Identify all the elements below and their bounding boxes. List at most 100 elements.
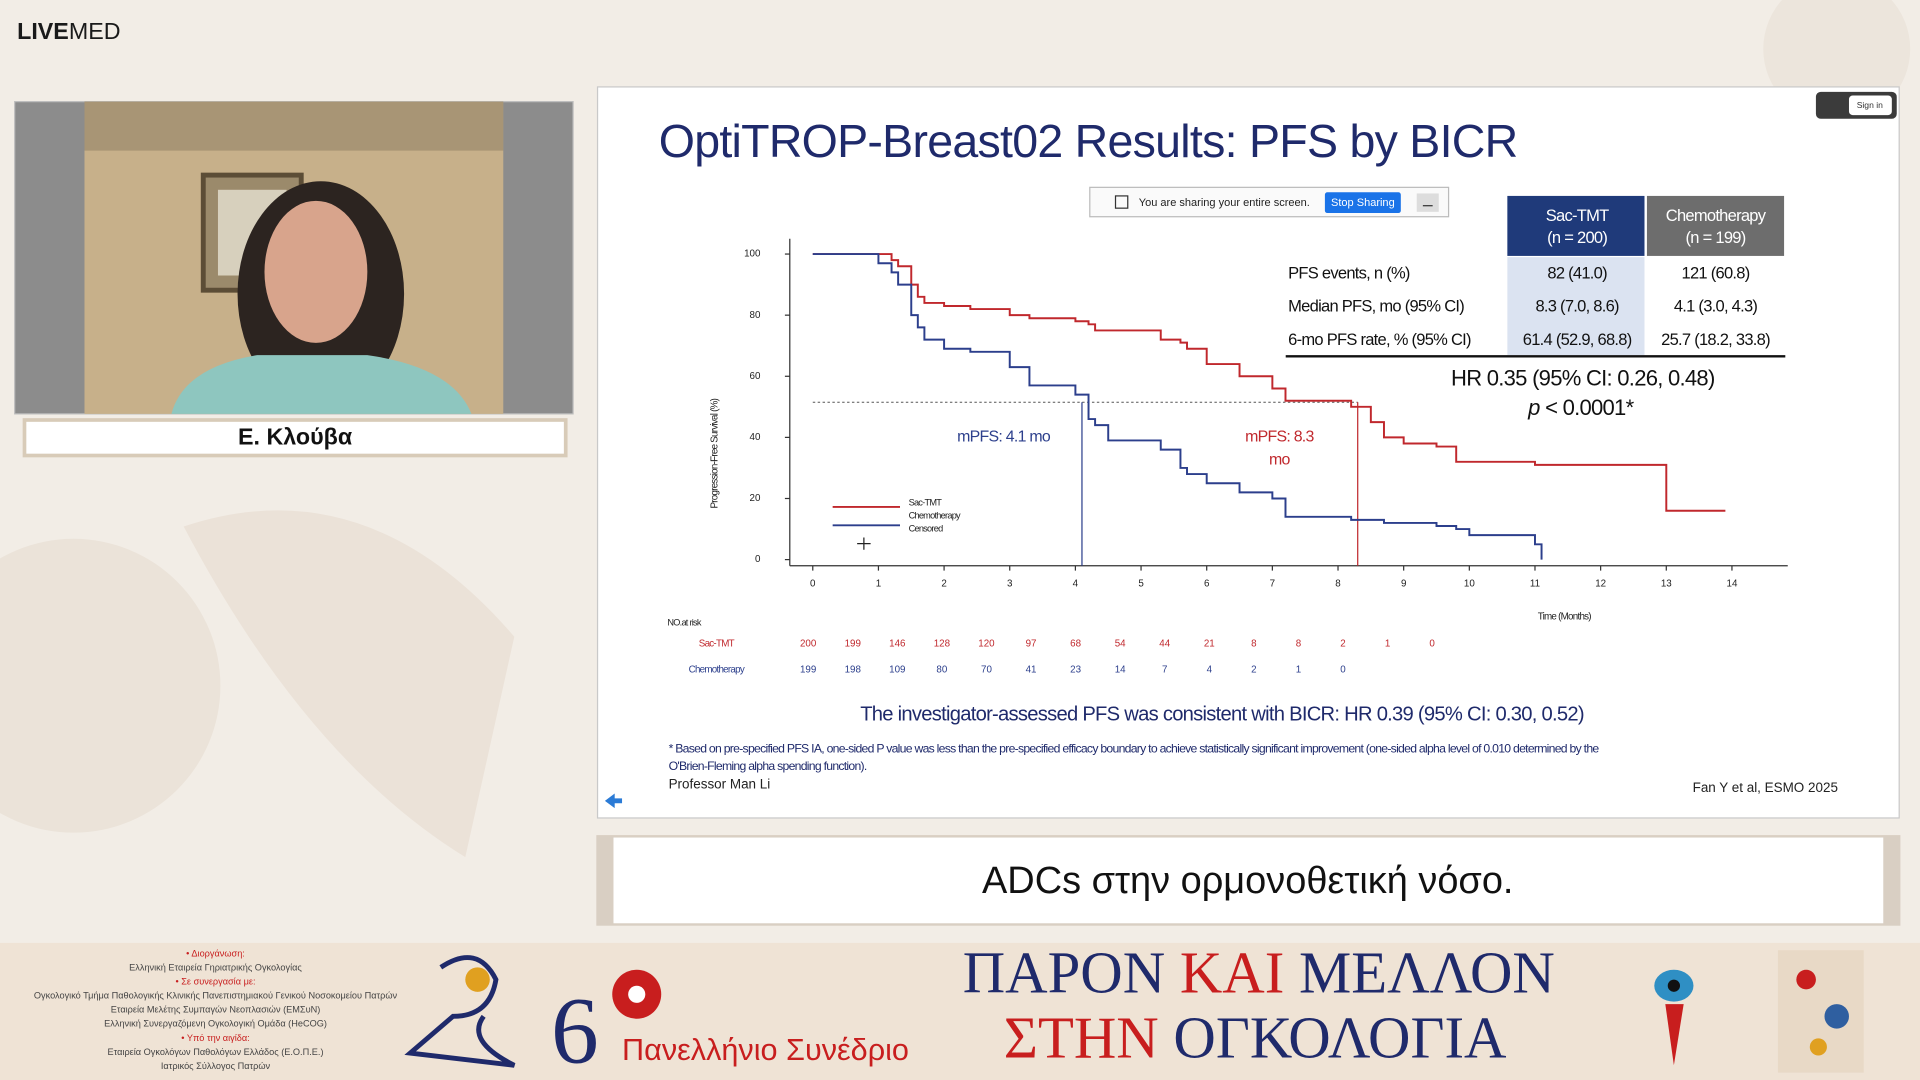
organizer: Ελληνική Εταιρεία Γηριατρικής Ογκολογίας bbox=[129, 962, 302, 972]
organizer: • Διοργάνωση: bbox=[186, 948, 245, 958]
at-risk-value: 68 bbox=[1070, 639, 1081, 650]
minimize-button[interactable] bbox=[1416, 193, 1439, 212]
organizer: Ελληνική Συνεργαζόμενη Ογκολογική Ομάδα … bbox=[104, 1019, 327, 1029]
title-part: ΠΑΡΟΝ bbox=[963, 941, 1180, 1006]
at-risk-value: 1 bbox=[1296, 664, 1301, 675]
at-risk-value: 8 bbox=[1296, 639, 1302, 650]
stop-sharing[interactable]: Stop Sharing bbox=[1331, 197, 1395, 209]
organizer: • Σε συνεργασία με: bbox=[176, 976, 256, 986]
table-cell: 82 (41.0) bbox=[1547, 264, 1607, 283]
legend-label: Censored bbox=[909, 523, 944, 533]
column-header: (n = 200) bbox=[1547, 228, 1607, 247]
stop-sharing-button[interactable] bbox=[1324, 192, 1401, 214]
table-cell: 8.3 (7.0, 8.6) bbox=[1535, 297, 1619, 316]
table-header-cell bbox=[1646, 195, 1785, 256]
slide: Sign in OptiTROP-Breast02 Results: PFS b… bbox=[596, 86, 1900, 819]
at-risk-value: 199 bbox=[800, 664, 816, 675]
x-tick-label: 11 bbox=[1530, 579, 1540, 590]
title-part: ΜΕΛΛΟΝ bbox=[1284, 941, 1555, 1006]
x-tick-label: 1 bbox=[876, 579, 881, 590]
column-header: Sac-TMT bbox=[1546, 206, 1609, 225]
x-tick-label: 12 bbox=[1595, 579, 1606, 590]
table: Sac-TMT (n = 200) Chemotherapy (n = 199) PFS… bbox=[1288, 206, 1771, 349]
at-risk-value: 23 bbox=[1070, 664, 1081, 675]
footnote: O'Brien-Fleming alpha spending function)… bbox=[669, 759, 867, 773]
artwork bbox=[1809, 1038, 1827, 1056]
x-tick-label: 10 bbox=[1464, 579, 1475, 590]
y-tick-label: 40 bbox=[750, 432, 761, 443]
caption-box bbox=[613, 837, 1884, 924]
median-label: mo bbox=[1269, 452, 1291, 469]
at-risk-value: 54 bbox=[1115, 639, 1126, 650]
at-risk-value: 97 bbox=[1026, 639, 1037, 650]
sign-in[interactable]: Sign in bbox=[1857, 100, 1883, 110]
survival-curve bbox=[812, 253, 1726, 512]
at-risk-value: 2 bbox=[1340, 639, 1345, 650]
face bbox=[264, 200, 368, 343]
table-cell: 121 (60.8) bbox=[1682, 264, 1750, 283]
title-part: ΚΑΙ bbox=[1180, 941, 1284, 1006]
at-risk-value: 1 bbox=[1385, 639, 1390, 650]
x-tick-label: 2 bbox=[941, 579, 946, 590]
y-tick-label: 80 bbox=[750, 310, 761, 321]
x-tick-label: 4 bbox=[1073, 579, 1079, 590]
decor bbox=[0, 538, 221, 833]
survival-curve bbox=[812, 253, 1543, 560]
p-symbol: p bbox=[1527, 395, 1540, 420]
at-risk-value: 199 bbox=[845, 639, 861, 650]
title-part: ΣΤΗΝ bbox=[1004, 1006, 1159, 1071]
footer: • Διοργάνωση: Ελληνική Εταιρεία Γηριατρικ… bbox=[0, 941, 1920, 1080]
at-risk-value: 4 bbox=[1207, 664, 1213, 675]
footnote: * Based on pre-specified PFS IA, one-sid… bbox=[669, 742, 1600, 756]
logo-figure bbox=[1667, 979, 1680, 992]
x-tick-label: 3 bbox=[1007, 579, 1013, 590]
prev-slide-button[interactable] bbox=[604, 793, 623, 809]
at-risk-value: 21 bbox=[1204, 639, 1215, 650]
p-value: p < 0.0001* bbox=[1527, 395, 1634, 420]
x-axis-label: Time (Months) bbox=[1538, 612, 1592, 623]
at-risk-value: 14 bbox=[1115, 664, 1126, 675]
at-risk-label: NO.at risk bbox=[667, 618, 702, 628]
at-risk-value: 80 bbox=[936, 664, 947, 675]
table-cell: 25.7 (18.2, 33.8) bbox=[1661, 330, 1770, 349]
organizer: Ιατρικός Σύλλογος Πατρών bbox=[161, 1061, 271, 1071]
row-label: Median PFS, mo (95% CI) bbox=[1288, 297, 1464, 316]
speaker-name: Ε. Κλούβα bbox=[238, 424, 353, 450]
censor-symbol bbox=[857, 537, 871, 550]
at-risk-value: 200 bbox=[800, 639, 817, 650]
hazard-ratio: HR 0.35 (95% CI: 0.26, 0.48) bbox=[1451, 365, 1715, 390]
at-risk-value: 120 bbox=[978, 639, 995, 650]
conclusion: The investigator-assessed PFS was consis… bbox=[860, 703, 1584, 725]
at-risk-row-name: Chemotherapy bbox=[689, 664, 745, 675]
p-text: < 0.0001* bbox=[1540, 395, 1635, 420]
at-risk-value: 0 bbox=[1340, 664, 1346, 675]
artwork bbox=[1796, 969, 1816, 990]
organizer: • Υπό την αιγίδα: bbox=[181, 1033, 249, 1043]
at-risk-value: 2 bbox=[1251, 664, 1256, 675]
table-cell: 61.4 (52.9, 68.8) bbox=[1523, 330, 1632, 349]
logo-bold: LIVE bbox=[17, 18, 69, 44]
slide-title: OptiTROP-Breast02 Results: PFS by BICR bbox=[659, 115, 1518, 167]
logo-figure bbox=[465, 967, 490, 992]
table-cell: 4.1 (3.0, 4.3) bbox=[1674, 297, 1758, 316]
name-bar bbox=[22, 418, 568, 458]
at-risk-value: 70 bbox=[981, 664, 992, 675]
at-risk-row-name: Sac-TMT bbox=[699, 639, 735, 650]
logo-figure bbox=[1665, 1004, 1684, 1066]
share-message: You are sharing your entire screen. bbox=[1139, 197, 1310, 209]
column-header: (n = 199) bbox=[1686, 228, 1746, 247]
table-highlight bbox=[1507, 257, 1645, 356]
y-axis-label: Progression-Free Survival (%) bbox=[710, 398, 721, 508]
legend-label: Sac-TMT bbox=[909, 498, 943, 508]
x-tick-label: 5 bbox=[1138, 579, 1144, 590]
organizer: Ογκολογικό Τμήμα Παθολογικής Κλινικής Πα… bbox=[34, 991, 398, 1001]
x-tick-label: 0 bbox=[810, 579, 816, 590]
sign-in-button[interactable] bbox=[1848, 95, 1892, 116]
y-tick-label: 100 bbox=[744, 249, 761, 260]
congress: Πανελλήνιο Συνέδριο bbox=[622, 1033, 909, 1067]
at-risk-value: 109 bbox=[889, 664, 905, 675]
logo-figure bbox=[628, 985, 646, 1003]
title-part: ΟΓΚΟΛΟΓΙΑ bbox=[1159, 1006, 1507, 1071]
